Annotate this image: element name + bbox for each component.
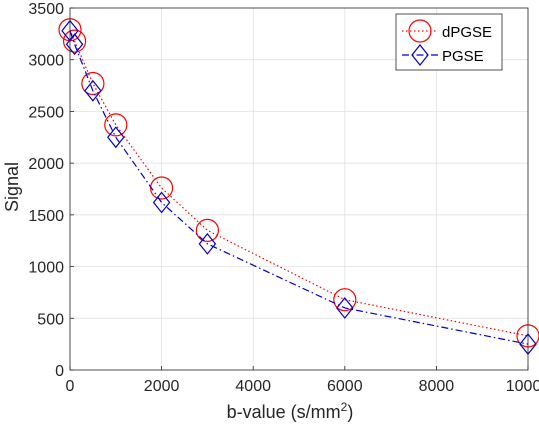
data-point-pgse [152,191,171,214]
x-tick-label: 2000 [144,378,180,395]
x-tick-label: 8000 [419,378,455,395]
data-point-dpgse [81,71,105,96]
data-point-pgse [336,296,354,319]
y-tick-label: 3500 [28,1,64,18]
y-axis-title: Signal [2,162,22,212]
data-point-dpgse [62,29,87,53]
data-point-pgse [84,79,102,102]
series-line-dpgse [69,29,529,337]
x-tick-label: 0 [66,378,75,395]
y-tick-label: 1000 [28,260,64,277]
y-tick-label: 3000 [28,53,64,70]
legend: dPGSE PGSE [395,13,503,71]
x-axis-title: b-value (s/mm2) [227,400,354,422]
x-tick-label: 6000 [327,378,363,395]
legend-entry-pgse: PGSE [402,44,484,66]
series-line-pgse [69,30,529,345]
data-point-dpgse [104,113,128,137]
y-tick-label: 2500 [28,104,64,121]
data-point-pgse [65,33,84,56]
plot-frame [69,7,529,371]
data-point-dpgse [150,176,174,200]
legend-label-dpgse: dPGSE [442,24,492,41]
legend-label-pgse: PGSE [442,48,484,65]
y-tick-label: 1500 [28,208,64,225]
data-point-pgse [198,232,217,255]
legend-marker-dpgse [408,19,432,43]
data-point-dpgse [195,218,219,242]
legend-entry-dpgse: dPGSE [402,19,492,43]
y-axis-ticks: 0 500 1000 1500 2000 2500 3000 3500 [28,1,74,380]
y-tick-label: 2000 [28,156,64,173]
x-tick-label: 4000 [235,378,271,395]
data-point-pgse [107,126,125,149]
legend-box [395,13,503,71]
data-point-dpgse [333,288,357,312]
legend-marker-pgse [411,44,429,66]
y-tick-label: 0 [55,363,64,380]
y-tick-label: 500 [37,311,64,328]
